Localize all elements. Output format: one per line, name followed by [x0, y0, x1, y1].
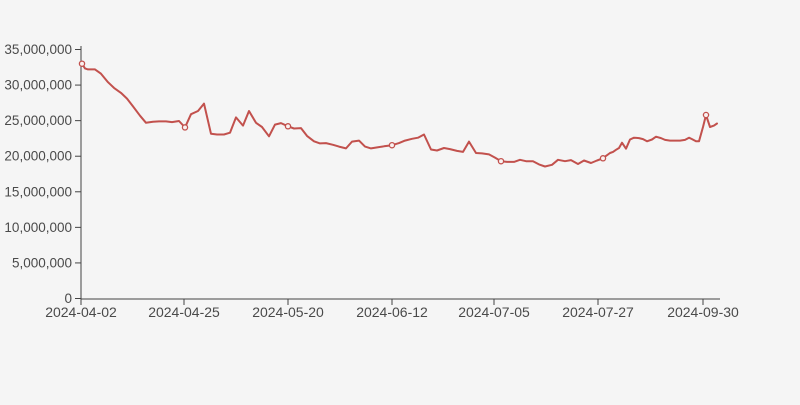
data-point-marker[interactable]: [388, 141, 396, 149]
x-axis-label: 2024-05-20: [252, 304, 324, 320]
x-axis-label: 2024-07-05: [458, 304, 530, 320]
x-axis-label: 2024-04-25: [148, 304, 220, 320]
x-axis-label: 2024-09-30: [667, 304, 739, 320]
x-axis-label: 2024-07-27: [562, 304, 634, 320]
y-axis-label: 35,000,000: [4, 42, 72, 57]
data-point-marker[interactable]: [599, 155, 607, 162]
y-axis-label: 15,000,000: [4, 184, 72, 199]
data-point-marker[interactable]: [284, 123, 292, 130]
y-axis-label: 10,000,000: [4, 220, 72, 235]
x-axis-label: 2024-06-12: [356, 304, 428, 320]
x-axis-label: 2024-04-02: [45, 304, 117, 320]
y-axis-label: 25,000,000: [4, 113, 72, 128]
y-axis-label: 30,000,000: [4, 78, 72, 93]
data-point-marker[interactable]: [78, 60, 86, 67]
data-point-marker[interactable]: [702, 111, 710, 119]
series-line: [81, 62, 718, 168]
data-point-marker[interactable]: [181, 124, 189, 131]
data-point-marker[interactable]: [497, 157, 505, 165]
y-axis-label: 0: [64, 291, 72, 306]
y-axis-label: 5,000,000: [12, 255, 72, 270]
y-axis-label: 20,000,000: [4, 149, 72, 164]
